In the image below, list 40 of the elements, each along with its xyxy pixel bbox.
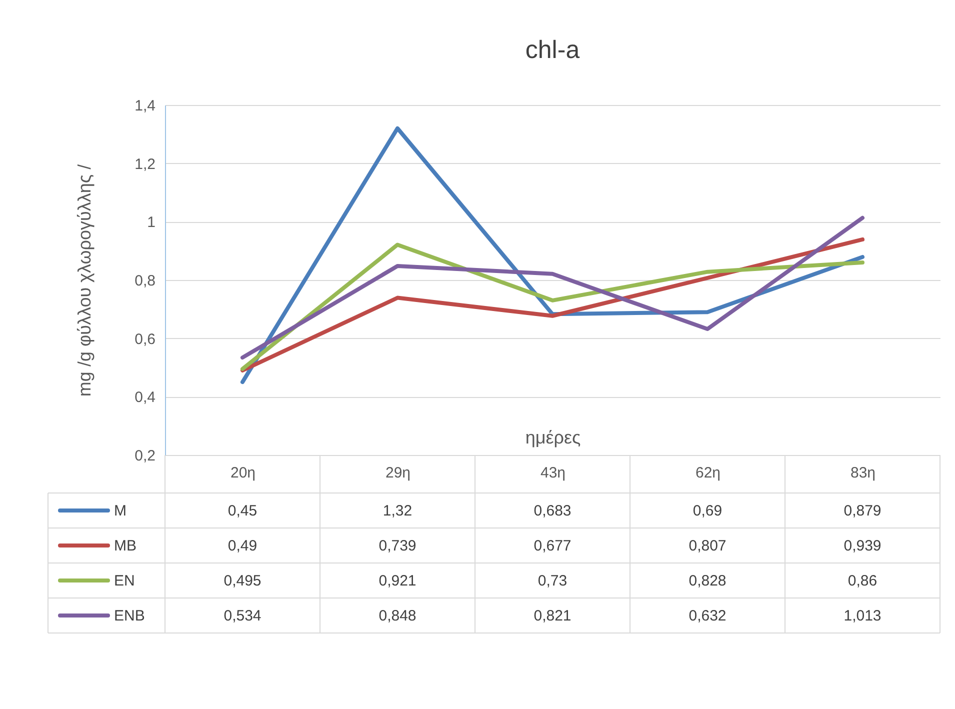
legend-label: MB: [114, 538, 136, 554]
legend-label: ENB: [114, 608, 145, 624]
data-label: 0,45: [228, 502, 258, 520]
y-tick-label: 0,8: [134, 272, 156, 290]
x-tick-label: 62η: [695, 464, 721, 482]
data-label: 0,86: [848, 572, 878, 590]
data-label: 0,632: [688, 608, 726, 624]
data-label: 0,677: [534, 538, 572, 554]
data-label: 0,821: [534, 608, 572, 624]
data-label: 0,534: [224, 608, 262, 624]
data-label: 0,49: [228, 538, 258, 554]
y-tick-label: 1: [147, 214, 156, 232]
x-tick-label: 29η: [385, 464, 411, 482]
data-label: 0,921: [378, 572, 416, 590]
data-label: 0,939: [844, 538, 882, 554]
data-label: 0,495: [224, 572, 262, 590]
chart-title: chl-a: [525, 36, 580, 64]
data-label: 0,73: [538, 572, 568, 590]
data-label: 0,828: [688, 572, 726, 590]
data-label: 0,807: [688, 538, 726, 554]
legend-label: M: [114, 502, 126, 520]
data-label: 0,683: [534, 502, 572, 520]
y-tick-label: 0,6: [134, 330, 156, 348]
y-axis-title: mg /g φύλλου χλωρογύλλης /: [74, 164, 95, 397]
data-label: 0,739: [378, 538, 416, 554]
data-label: 0,69: [692, 502, 722, 520]
line-series: [240, 216, 864, 360]
data-label: 1,013: [844, 608, 882, 624]
legend-label: EN: [114, 572, 135, 590]
x-axis-title: ημέρες: [525, 428, 581, 448]
x-tick-label: 20η: [230, 464, 256, 482]
data-label: 1,32: [382, 502, 412, 520]
y-tick-label: 0,4: [134, 389, 156, 406]
y-tick-label: 1,4: [134, 98, 156, 114]
y-tick-label: 0,2: [134, 448, 156, 464]
data-label: 0,848: [378, 608, 416, 624]
x-tick-label: 83η: [850, 464, 876, 482]
x-tick-label: 43η: [540, 464, 566, 482]
data-label: 0,879: [844, 502, 882, 520]
y-tick-label: 1,2: [134, 156, 156, 173]
